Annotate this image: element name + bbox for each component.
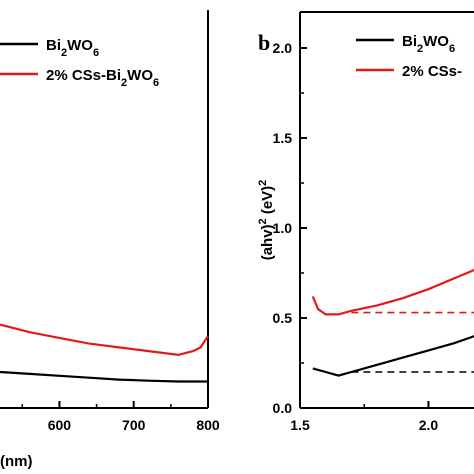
panel-b-ytick-label: 1.5 bbox=[273, 130, 293, 146]
panel-b-ytick-label: 1.0 bbox=[273, 220, 293, 236]
panel-b-legend-label-0: Bi2WO6 bbox=[402, 33, 455, 55]
panel-a-legend-label-1-s2: 6 bbox=[153, 77, 159, 89]
panel-a-xtick-label: 800 bbox=[196, 417, 220, 433]
panel-a-series-line-1 bbox=[0, 370, 208, 383]
panel-b-ytick-label: 0.5 bbox=[273, 310, 293, 326]
panel-b-legend-label-0-mid: WO bbox=[423, 33, 449, 50]
panel-b-ytick-label: 0.0 bbox=[273, 400, 293, 416]
panel-a-legend-label-1-mid: WO bbox=[127, 67, 153, 84]
panel-a-xtick-label: 600 bbox=[48, 417, 72, 433]
panel-a-legend-label-1-base: 2% CSs-Bi bbox=[46, 67, 121, 84]
panel-b-y-axis-label-a_sup: 2 bbox=[257, 218, 269, 224]
panel-b-y-axis-label-b: (eV) bbox=[259, 186, 276, 219]
panel-a-legend-label-0-mid: WO bbox=[67, 37, 93, 54]
panel-a-legend-label-1: 2% CSs-Bi2WO6 bbox=[46, 67, 159, 89]
panel-b-y-axis-label-a: (ahv) bbox=[259, 224, 276, 260]
panel-b-series-line-1 bbox=[312, 335, 474, 377]
panel-b-ytick-label: 2.0 bbox=[273, 40, 293, 56]
panel-a-legend-label-0-s2: 6 bbox=[93, 47, 99, 59]
panel-b-y-axis-label-b_sup: 2 bbox=[257, 180, 269, 186]
panel-b-legend-label-1: 2% CSs- bbox=[402, 63, 462, 80]
panel-b-xtick-label: 2.0 bbox=[419, 417, 439, 433]
panel-b: b 0.00.51.01.52.01.5 2.0(ahv)2 (eV)2Bi2WO… bbox=[257, 11, 474, 433]
panel-a-series-line-0 bbox=[0, 323, 209, 357]
panel-b-y-axis-label: (ahv)2 (eV)2 bbox=[257, 180, 276, 261]
panel-b-legend-label-1-base: 2% CSs- bbox=[402, 63, 462, 80]
panel-letter-b: b bbox=[258, 30, 270, 55]
panel-b-xtick-label: 1.5 bbox=[290, 417, 310, 433]
panel-b-legend-label-0-base: Bi bbox=[402, 33, 417, 50]
panel-a-xtick-label: 700 bbox=[122, 417, 146, 433]
panel-b-legend-label-0-s1: 2 bbox=[417, 43, 423, 55]
panel-a-x-axis-label: (nm) bbox=[0, 453, 33, 470]
panel-a-legend-label-0: Bi2WO6 bbox=[46, 37, 99, 59]
panel-a-legend-label-0-s1: 2 bbox=[61, 47, 67, 59]
panel-b-legend-label-0-s2: 6 bbox=[449, 43, 455, 55]
panel-a-legend-label-1-s1: 2 bbox=[121, 77, 127, 89]
panel-a-legend-label-0-base: Bi bbox=[46, 37, 61, 54]
panel-b-series-line-0 bbox=[311, 268, 474, 316]
